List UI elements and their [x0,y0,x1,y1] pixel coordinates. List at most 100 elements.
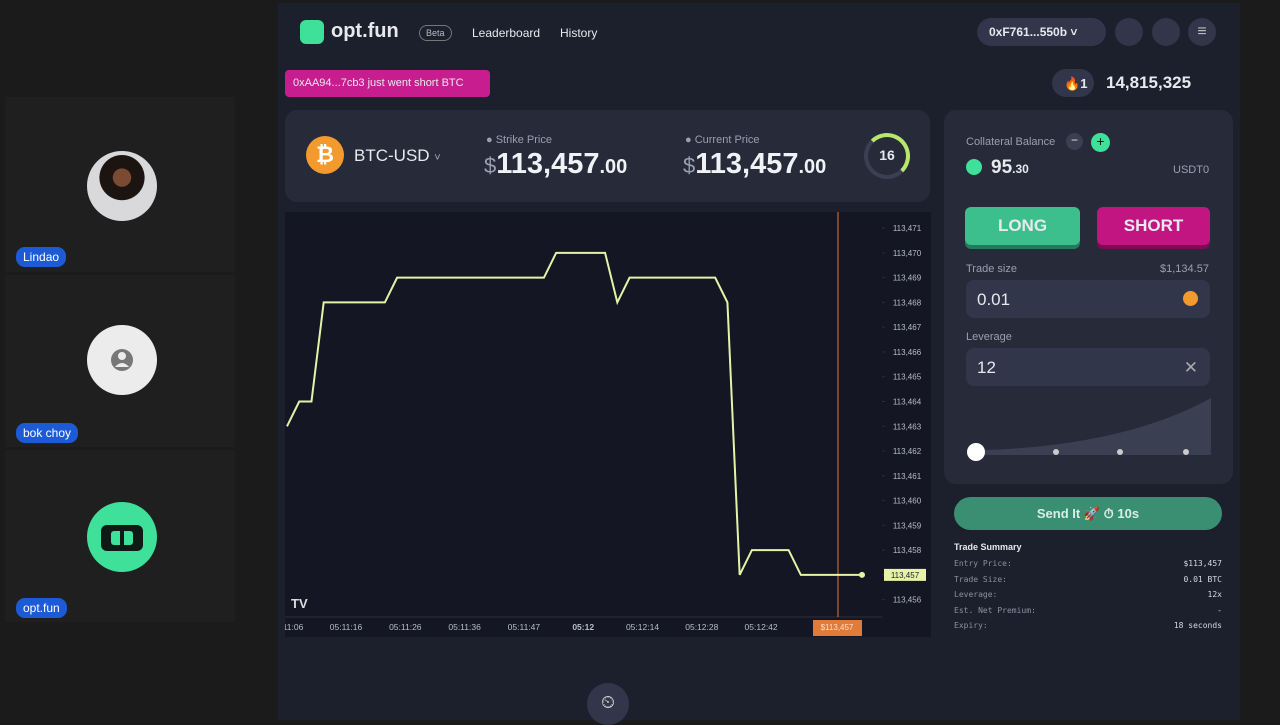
deposit-button[interactable]: + [1091,133,1110,152]
withdraw-button[interactable]: − [1066,133,1083,150]
current-label-text: Current Price [694,134,760,146]
trade-size-usd: $1,134.57 [1160,263,1209,275]
share-button[interactable] [1115,18,1143,46]
ticker-card [285,110,930,202]
leverage-label: Leverage [966,331,1012,343]
y-tick-label: 113,466 [893,348,922,357]
price-whole: 113,457 [695,148,799,180]
send-button[interactable]: Send It 🚀 ⏱ 10s [954,497,1222,530]
pair-select[interactable]: BTC-USD ˅ [354,146,441,165]
current-price: $113,457.00 [683,148,826,181]
y-tick-label: 113,465 [893,373,922,382]
y-tick-label: 113,463 [893,422,922,431]
summary-key: Entry Price: [954,559,1012,568]
trade-size-value: 0.01 [977,290,1011,309]
participant-name: opt.fun [16,598,67,618]
price-whole: 113,457 [496,148,600,180]
leverage-input[interactable]: 12 ✕ [966,348,1210,386]
summary-row: Leverage: 12x [954,590,1222,599]
x-tick-label: 05:11:36 [448,622,481,632]
logo-icon [101,525,143,551]
chart-background [285,212,931,637]
avatar [87,325,157,395]
x-tick-label: 05:12:42 [745,622,778,632]
x-tick-label: 05:12:28 [685,622,718,632]
mute-button[interactable] [1152,18,1180,46]
time-label: $113,457 [821,623,854,632]
send-timer: 10s [1117,506,1140,521]
current-label: ● Current Price [685,134,760,146]
y-tick-label: 113,471 [893,224,922,233]
send-label: Send It [1036,506,1081,521]
usdt-icon [966,159,982,175]
trade-size-label: Trade size [966,263,1017,275]
nav-link[interactable]: History [560,26,598,40]
summary-value: 12x [1207,590,1222,599]
x-tick-label: 05:12 [572,622,594,632]
x-tick-label: 11:06 [285,622,304,632]
logo-text: opt.fun [331,20,399,42]
strike-price: $113,457.00 [484,148,627,181]
btc-icon [1183,291,1198,306]
strike-label: ● Strike Price [486,134,552,146]
summary-row: Entry Price: $113,457 [954,559,1222,568]
summary-value: $113,457 [1183,559,1222,568]
price-cents: .00 [599,156,628,178]
leverage-value: 12 [977,358,996,377]
summary-row: Expiry: 18 seconds [954,621,1222,630]
balance-whole: 95 [991,157,1013,178]
summary-key: Est. Net Premium: [954,605,1036,615]
pair: BTC-USD [354,146,430,165]
collateral-label: Collateral Balance [966,136,1056,148]
y-tick-label: 113,470 [893,249,922,258]
tv-logo: TV [291,596,308,611]
price-line [286,251,862,576]
beta-badge: Beta [419,25,452,41]
balance: 95.30 [991,157,1029,179]
y-tick-label: 113,464 [893,397,922,406]
x-tick-label: 05:12:14 [626,622,659,632]
trade-size-input[interactable]: 0.01 [966,280,1210,318]
avatar [87,502,157,572]
price-cents: .00 [798,156,827,178]
short-button[interactable]: SHORT [1097,207,1210,245]
y-tick-label: 113,467 [893,323,922,332]
x-tick-label: 05:11:47 [508,622,541,632]
summary-key: Trade Size: [954,574,1007,584]
summary-key: Leverage: [954,590,998,599]
nav-link[interactable]: Leaderboard [472,26,541,40]
price-chart: TV 113,471 113,470 113,469 113,468 113,467 11… [285,212,931,637]
wallet-address: 0xF761...550b [989,25,1068,39]
summary-row: Est. Net Premium: - [954,606,1222,615]
btc-icon: ₿ [306,136,344,174]
summary-title: Trade Summary [954,542,1022,552]
avatar [87,151,157,221]
y-tick-label: 113,458 [893,546,922,555]
summary-value: 0.01 BTC [1183,574,1222,584]
long-button[interactable]: LONG [965,207,1080,245]
currency: $ [683,153,696,178]
participant-tile: bok choy [5,275,235,447]
y-tick-label: 113,461 [893,472,922,481]
logo-mark [300,20,324,44]
user-icon [111,349,133,371]
balance-cents: .30 [1012,162,1029,176]
round-timer: 16 [864,133,910,179]
y-tick-label: 113,469 [893,274,922,283]
x-tick-label: 05:11:16 [330,622,363,632]
participant-tile: opt.fun [5,450,235,622]
y-tick-label: 113,459 [893,521,922,530]
menu-button[interactable]: ≡ [1188,18,1216,46]
leverage-slider[interactable] [966,395,1212,465]
y-tick-label: 113,462 [893,447,922,456]
wallet-button[interactable]: 0xF761...550b ˅ [977,18,1106,46]
participant-name: Lindao [16,247,67,267]
summary-key: Expiry: [954,621,988,630]
strike-label-text: Strike Price [495,134,552,146]
history-button[interactable]: ⏲ [587,683,629,725]
currency: USDT0 [1173,164,1210,176]
summary-value: - [1217,605,1222,615]
price-label: 113,457 [891,571,920,580]
y-tick-label: 113,460 [893,497,922,506]
